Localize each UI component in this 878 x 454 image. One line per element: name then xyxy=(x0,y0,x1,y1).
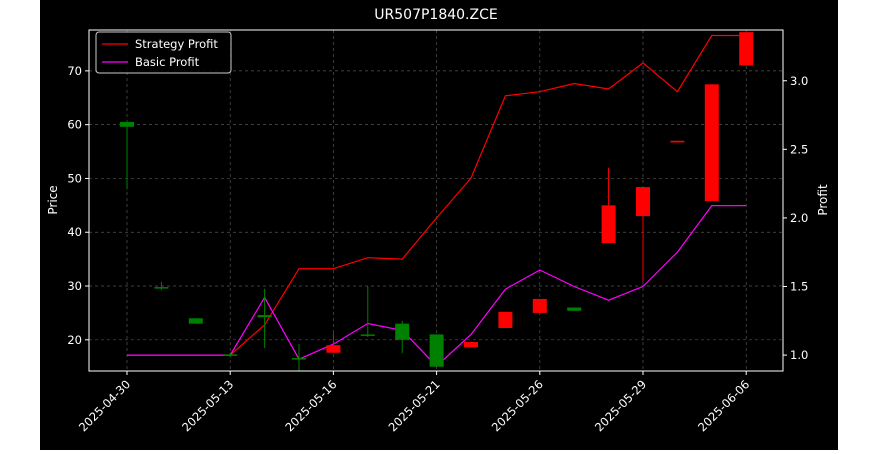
y-axis-left-label: Price xyxy=(46,185,60,214)
x-tick-label: 2025-06-06 xyxy=(695,377,752,434)
x-axis: 2025-04-30 2025-05-13 2025-05-16 2025-05-21… xyxy=(76,371,752,434)
x-tick-label: 2025-05-29 xyxy=(592,377,649,434)
candle-body-down xyxy=(464,342,478,347)
chart-title: UR507P1840.ZCE xyxy=(374,7,497,23)
y-left-tick-label: 20 xyxy=(67,333,82,347)
y-axis-right-label: Profit xyxy=(816,184,830,216)
candle-body-up xyxy=(292,358,306,360)
y-axis-left: 20 30 40 50 60 70 xyxy=(67,64,89,347)
y-right-tick-label: 1.5 xyxy=(790,280,808,294)
candle-body-down xyxy=(739,32,753,65)
y-axis-right: 1.0 1.5 2.0 2.5 3.0 xyxy=(783,74,808,362)
candle-body-up xyxy=(189,318,203,323)
candle-body-up xyxy=(223,354,237,356)
x-tick-label: 2025-05-21 xyxy=(386,377,443,434)
candle-body-up xyxy=(120,122,134,127)
candle-body-up xyxy=(395,324,409,340)
candle-body-down xyxy=(636,187,650,216)
x-tick-label: 2025-04-30 xyxy=(76,377,133,434)
legend-label-basic: Basic Profit xyxy=(135,55,200,69)
y-left-tick-label: 50 xyxy=(67,171,82,185)
candle-body-down xyxy=(705,84,719,201)
x-tick-label: 2025-05-26 xyxy=(489,377,546,434)
y-right-tick-label: 3.0 xyxy=(790,74,808,88)
candle-body-down xyxy=(498,312,512,328)
candle-body-down xyxy=(326,345,340,353)
y-left-tick-label: 70 xyxy=(67,64,82,78)
legend-label-strategy: Strategy Profit xyxy=(135,37,218,51)
chart-figure: UR507P1840.ZCE 20 30 40 50 60 70 1.0 1.5 2.0 2.5… xyxy=(40,0,838,450)
y-left-tick-label: 30 xyxy=(67,279,82,293)
candle-body-up xyxy=(258,315,272,317)
y-left-tick-label: 60 xyxy=(67,118,82,132)
x-tick-label: 2025-05-13 xyxy=(179,377,236,434)
candle-body-up xyxy=(154,287,168,289)
candle-body-up xyxy=(567,308,581,311)
candle-body-up xyxy=(361,334,375,336)
candle-body-down xyxy=(533,299,547,313)
x-tick-label: 2025-05-16 xyxy=(282,377,339,434)
y-right-tick-label: 1.0 xyxy=(790,348,808,362)
candle-body-up xyxy=(430,334,444,366)
candle-body-down xyxy=(670,141,684,143)
y-right-tick-label: 2.0 xyxy=(790,211,808,225)
chart-svg: UR507P1840.ZCE 20 30 40 50 60 70 1.0 1.5 2.0 2.5… xyxy=(40,0,838,450)
y-right-tick-label: 2.5 xyxy=(790,142,808,156)
candle-body-down xyxy=(602,205,616,243)
y-left-tick-label: 40 xyxy=(67,225,82,239)
legend: Strategy Profit Basic Profit xyxy=(96,32,231,73)
